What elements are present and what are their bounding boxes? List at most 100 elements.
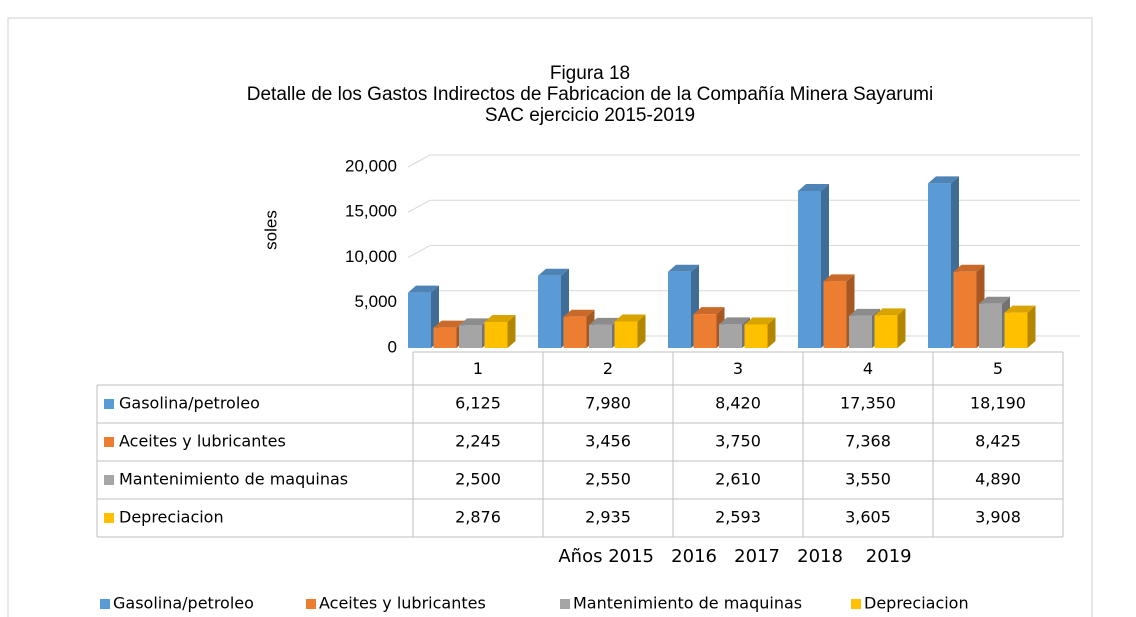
grid-line (407, 199, 1080, 213)
bar-face (823, 274, 855, 282)
legend-swatch (104, 475, 114, 485)
table-cell: 3,550 (845, 470, 891, 489)
table-cell: 8,420 (715, 394, 761, 413)
bar-face (928, 176, 959, 184)
bar-face (798, 190, 821, 348)
table-cell: 3,750 (715, 432, 761, 451)
x-tick-label: 5 (993, 359, 1003, 378)
bar-face (953, 271, 977, 348)
table-cell: 2,245 (455, 432, 501, 451)
legend-swatch (104, 513, 114, 523)
bar-face (1004, 312, 1028, 348)
grid-line (407, 245, 1080, 258)
bar-face (719, 324, 742, 348)
table-cell: 3,908 (975, 508, 1021, 527)
bar-face (614, 314, 646, 322)
table-cell: 2,593 (715, 508, 761, 527)
chart-title: SAC ejercicio 2015-2019 (485, 105, 695, 126)
bar-face (744, 324, 768, 348)
y-tick-label: 0 (388, 337, 397, 356)
bar-face (693, 307, 725, 315)
bar-face (459, 318, 490, 326)
bar-face (979, 303, 1002, 348)
table-cell: 3,605 (845, 508, 891, 527)
legend-swatch (851, 599, 861, 609)
bar-face (433, 320, 465, 328)
bar-face (693, 314, 717, 348)
bar-face (798, 183, 829, 191)
bar-face (538, 275, 561, 348)
legend-swatch (560, 599, 570, 609)
x-tick-label: 2 (603, 359, 613, 378)
chart-frame (7, 17, 1093, 617)
legend-swatch (104, 399, 114, 409)
table-cell: 4,890 (975, 470, 1021, 489)
bar-face (767, 317, 776, 348)
table-cell: 2,500 (455, 470, 501, 489)
legend-label: Depreciacion (864, 594, 969, 613)
bar-face (744, 317, 776, 325)
bar-face (563, 309, 595, 317)
chart-title: Detalle de los Gastos Indirectos de Fabr… (247, 84, 933, 105)
table-cell: 7,980 (585, 394, 631, 413)
bar-face (719, 317, 750, 325)
bar-face (507, 314, 516, 348)
bar-face (637, 314, 646, 348)
table-row-label: Depreciacion (119, 508, 224, 527)
bar-face (928, 183, 951, 348)
bar-face (614, 321, 638, 348)
chart-title: Figura 18 (550, 63, 630, 84)
legend-swatch (100, 599, 110, 609)
table-cell: 2,876 (455, 508, 501, 527)
bar-face (849, 308, 880, 316)
x-tick-label: 4 (863, 359, 873, 378)
y-tick-label: 20,000 (345, 156, 397, 175)
bar-face (1027, 305, 1036, 348)
bar (484, 314, 516, 348)
table-row-label: Aceites y lubricantes (119, 432, 286, 451)
bar-face (484, 321, 508, 348)
table-cell: 2,935 (585, 508, 631, 527)
table-cell: 18,190 (970, 394, 1026, 413)
legend-label: Aceites y lubricantes (319, 594, 486, 613)
bar-face (408, 292, 431, 348)
bar-face (897, 308, 906, 348)
bar-face (953, 264, 985, 272)
x-axis-label: Años 2015 2016 2017 2018 2019 (558, 546, 911, 567)
bar (874, 308, 906, 348)
legend-swatch (306, 599, 316, 609)
bar-face (433, 327, 457, 348)
table-row-label: Gasolina/petroleo (119, 394, 260, 413)
bar-face (1004, 305, 1036, 313)
bar-face (589, 324, 612, 348)
bar-face (849, 315, 872, 348)
table-cell: 2,610 (715, 470, 761, 489)
table-cell: 6,125 (455, 394, 501, 413)
bar-face (563, 316, 587, 348)
bar-face (874, 308, 906, 316)
legend-label: Mantenimiento de maquinas (573, 594, 802, 613)
bar-face (823, 281, 847, 348)
table-cell: 7,368 (845, 432, 891, 451)
y-tick-label: 5,000 (354, 292, 397, 311)
bar (538, 268, 569, 348)
bar (614, 314, 646, 348)
legend-label: Gasolina/petroleo (113, 594, 254, 613)
y-tick-label: 10,000 (345, 247, 397, 266)
bar-face (484, 314, 516, 322)
bar (1004, 305, 1036, 348)
y-axis-label: soles (261, 210, 280, 250)
bar-face (459, 325, 482, 348)
bar-face (589, 317, 620, 325)
table-cell: 2,550 (585, 470, 631, 489)
table-row-label: Mantenimiento de maquinas (119, 470, 348, 489)
x-tick-label: 1 (473, 359, 483, 378)
table-cell: 8,425 (975, 432, 1021, 451)
bar (744, 317, 776, 348)
bar-face (408, 285, 439, 293)
bar-face (668, 264, 699, 272)
table-cell: 3,456 (585, 432, 631, 451)
y-tick-label: 15,000 (345, 202, 397, 221)
grid-line (407, 154, 1080, 168)
